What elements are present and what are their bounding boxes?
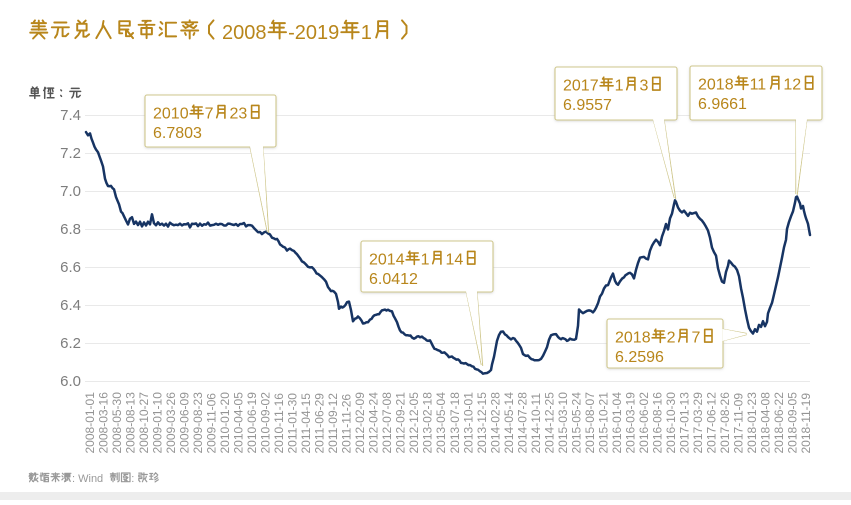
svg-text:1: 1 bbox=[361, 22, 372, 44]
svg-text:2012-07-08: 2012-07-08 bbox=[380, 392, 394, 454]
svg-text:2009-06-09: 2009-06-09 bbox=[178, 392, 192, 454]
svg-text::: : bbox=[131, 473, 134, 485]
svg-text:6.0: 6.0 bbox=[60, 373, 81, 390]
svg-text:2013-07-18: 2013-07-18 bbox=[448, 392, 462, 454]
svg-text:2018-11-19: 2018-11-19 bbox=[799, 393, 813, 454]
svg-text:2016-06-02: 2016-06-02 bbox=[637, 392, 651, 454]
svg-text:2015-10-21: 2015-10-21 bbox=[596, 392, 610, 454]
svg-text:2018: 2018 bbox=[615, 330, 651, 347]
svg-text:2014-02-28: 2014-02-28 bbox=[488, 392, 502, 454]
svg-text:2011-09-12: 2011-09-12 bbox=[326, 393, 340, 454]
svg-text:2009-08-23: 2009-08-23 bbox=[191, 392, 205, 454]
svg-text:2010-04-05: 2010-04-05 bbox=[232, 392, 246, 454]
svg-text:2014-10-11: 2014-10-11 bbox=[529, 393, 543, 454]
svg-text:: Wind: : Wind bbox=[72, 473, 103, 485]
svg-text:2008-08-13: 2008-08-13 bbox=[124, 392, 138, 454]
svg-text:2009-03-26: 2009-03-26 bbox=[164, 392, 178, 454]
svg-text:2018-04-08: 2018-04-08 bbox=[759, 392, 773, 454]
svg-text:2018-01-23: 2018-01-23 bbox=[745, 392, 759, 454]
svg-text:2008-10-27: 2008-10-27 bbox=[137, 392, 151, 454]
svg-text:2016-01-04: 2016-01-04 bbox=[610, 392, 624, 454]
svg-text:7: 7 bbox=[692, 330, 701, 347]
svg-text:2014-12-25: 2014-12-25 bbox=[542, 392, 556, 454]
svg-text:2013-02-18: 2013-02-18 bbox=[421, 392, 435, 454]
svg-text:2016-08-16: 2016-08-16 bbox=[650, 392, 664, 454]
svg-text:2008-05-30: 2008-05-30 bbox=[110, 392, 124, 454]
svg-text:2017-08-26: 2017-08-26 bbox=[718, 392, 732, 454]
svg-text:2017-01-13: 2017-01-13 bbox=[677, 392, 691, 454]
svg-text:2013-05-04: 2013-05-04 bbox=[434, 392, 448, 454]
svg-text:2010-09-02: 2010-09-02 bbox=[259, 392, 273, 454]
svg-text:2011-01-30: 2011-01-30 bbox=[286, 393, 300, 454]
svg-text:6.0412: 6.0412 bbox=[369, 271, 418, 288]
svg-text:2017-06-12: 2017-06-12 bbox=[704, 392, 718, 454]
svg-text:2015-05-24: 2015-05-24 bbox=[569, 392, 583, 454]
svg-text:2018: 2018 bbox=[698, 77, 734, 94]
svg-text:2017-11-09: 2017-11-09 bbox=[732, 393, 746, 454]
svg-text:14: 14 bbox=[446, 252, 464, 269]
svg-text:12: 12 bbox=[783, 77, 801, 94]
svg-text:6.6: 6.6 bbox=[60, 259, 81, 276]
svg-text:1: 1 bbox=[615, 78, 624, 95]
svg-text:7: 7 bbox=[205, 106, 214, 123]
svg-text:2008-01-01: 2008-01-01 bbox=[83, 392, 97, 454]
svg-text:2017: 2017 bbox=[563, 78, 599, 95]
svg-text:2016-10-30: 2016-10-30 bbox=[664, 392, 678, 454]
svg-text:2012-02-09: 2012-02-09 bbox=[353, 392, 367, 454]
svg-text:2010-06-19: 2010-06-19 bbox=[245, 392, 259, 454]
svg-text:2013-10-01: 2013-10-01 bbox=[461, 392, 475, 454]
svg-text:2010-11-16: 2010-11-16 bbox=[272, 393, 286, 454]
svg-text:7.0: 7.0 bbox=[60, 183, 81, 200]
svg-text:2011-04-15: 2011-04-15 bbox=[299, 393, 313, 454]
svg-text:6.2: 6.2 bbox=[60, 335, 81, 352]
svg-text:2011-11-26: 2011-11-26 bbox=[340, 394, 354, 454]
svg-text:6.2596: 6.2596 bbox=[615, 349, 664, 366]
svg-text:2010: 2010 bbox=[153, 106, 189, 123]
svg-text:2016-03-19: 2016-03-19 bbox=[623, 392, 637, 454]
svg-text:7.4: 7.4 bbox=[60, 107, 81, 124]
svg-text:2014: 2014 bbox=[369, 252, 405, 269]
svg-text:2012-09-21: 2012-09-21 bbox=[394, 392, 408, 454]
svg-text:2013-12-15: 2013-12-15 bbox=[475, 392, 489, 454]
svg-text:2011-06-29: 2011-06-29 bbox=[313, 393, 327, 454]
svg-text:6.8: 6.8 bbox=[60, 221, 81, 238]
svg-text:2018-09-05: 2018-09-05 bbox=[786, 392, 800, 454]
svg-text:2: 2 bbox=[667, 330, 676, 347]
svg-text:1: 1 bbox=[421, 252, 430, 269]
svg-text:2009-11-06: 2009-11-06 bbox=[205, 393, 219, 454]
svg-text:2015-08-07: 2015-08-07 bbox=[583, 392, 597, 454]
svg-text:2008: 2008 bbox=[222, 22, 267, 44]
svg-text:23: 23 bbox=[230, 106, 248, 123]
svg-text:-2019: -2019 bbox=[288, 22, 339, 44]
svg-text:6.9661: 6.9661 bbox=[698, 96, 747, 113]
svg-text:3: 3 bbox=[640, 78, 649, 95]
svg-text:2008-03-16: 2008-03-16 bbox=[97, 392, 111, 454]
svg-text:6.9557: 6.9557 bbox=[563, 97, 612, 114]
svg-text:2012-04-24: 2012-04-24 bbox=[367, 392, 381, 454]
svg-text:2014-07-28: 2014-07-28 bbox=[515, 392, 529, 454]
svg-text:7.2: 7.2 bbox=[60, 145, 81, 162]
svg-text:2010-01-20: 2010-01-20 bbox=[218, 392, 232, 454]
svg-text:2012-12-05: 2012-12-05 bbox=[407, 392, 421, 454]
svg-text:2014-05-14: 2014-05-14 bbox=[502, 392, 516, 454]
svg-text:6.7803: 6.7803 bbox=[153, 125, 202, 142]
svg-text:6.4: 6.4 bbox=[60, 297, 81, 314]
svg-text:2017-03-29: 2017-03-29 bbox=[691, 392, 705, 454]
svg-text:2015-03-10: 2015-03-10 bbox=[556, 392, 570, 454]
svg-text:2009-01-10: 2009-01-10 bbox=[151, 392, 165, 454]
svg-text:11: 11 bbox=[750, 77, 767, 94]
svg-text:2018-06-22: 2018-06-22 bbox=[772, 392, 786, 454]
